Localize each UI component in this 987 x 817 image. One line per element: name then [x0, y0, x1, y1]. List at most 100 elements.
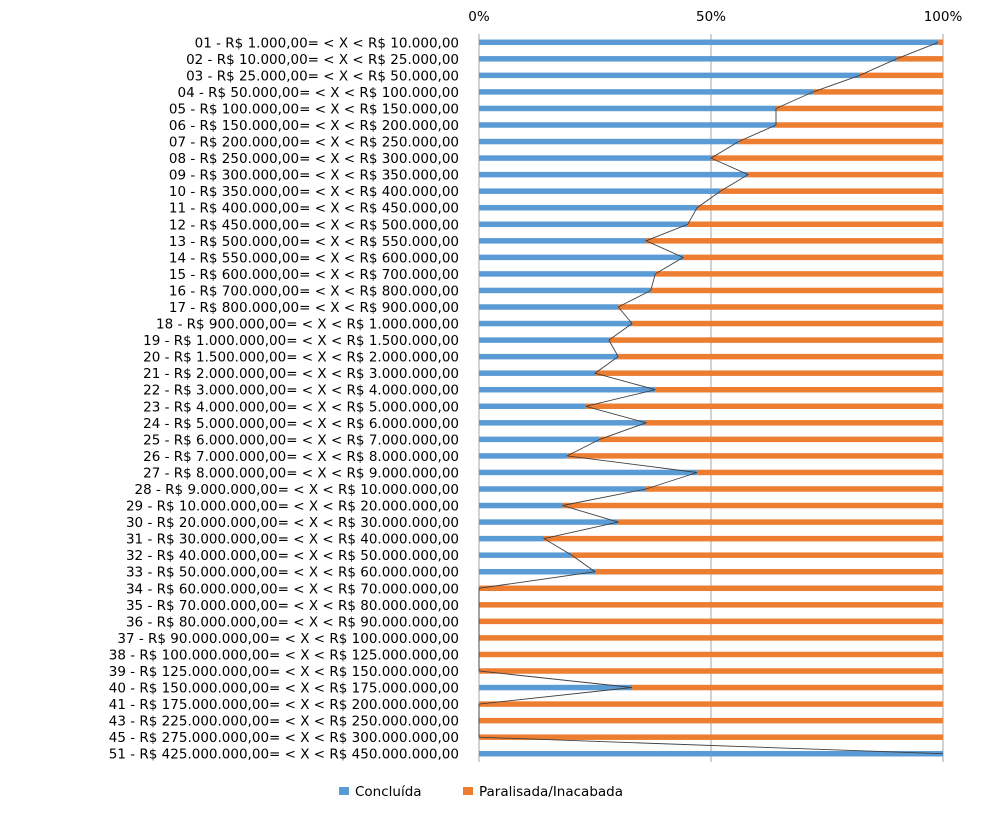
bar-paralisada: [608, 337, 943, 343]
bar-concluida: [479, 370, 595, 376]
category-label: 12 - R$ 450.000,00= < X < R$ 500.000,00: [169, 217, 459, 233]
category-label: 36 - R$ 80.000.000,00= < X < R$ 90.000.0…: [126, 614, 459, 630]
legend-label: Paralisada/Inacabada: [479, 784, 623, 800]
bar-paralisada: [813, 89, 943, 95]
bar-paralisada: [618, 519, 943, 525]
bar-paralisada: [646, 486, 943, 492]
bar-paralisada: [479, 602, 943, 608]
bar-paralisada: [599, 436, 943, 443]
category-label: 07 - R$ 200.000,00= < X < R$ 250.000,00: [169, 135, 459, 151]
x-tick-label: 100%: [924, 9, 963, 25]
category-label: 43 - R$ 225.000.000,00= < X < R$ 250.000…: [109, 714, 459, 730]
bar-paralisada: [938, 39, 943, 46]
bar-paralisada: [562, 502, 943, 509]
category-label: 11 - R$ 400.000,00= < X < R$ 450.000,00: [169, 201, 459, 217]
category-label: 01 - R$ 1.000,00= < X < R$ 10.000,00: [195, 35, 459, 51]
bar-paralisada: [775, 122, 943, 128]
bar-concluida: [479, 287, 651, 294]
category-label: 02 - R$ 10.000,00= < X < R$ 25.000,00: [186, 52, 459, 68]
x-axis-ticks: 0% 50% 100%: [468, 9, 962, 25]
bar-paralisada: [618, 304, 943, 310]
bar-paralisada: [479, 651, 943, 658]
series-lines: [478, 41, 944, 755]
legend-swatch: [339, 787, 349, 795]
category-label: 15 - R$ 600.000,00= < X < R$ 700.000,00: [169, 267, 459, 283]
x-tick-label: 50%: [696, 9, 726, 25]
category-label: 10 - R$ 350.000,00= < X < R$ 400.000,00: [169, 184, 459, 200]
category-label: 32 - R$ 40.000.000,00= < X < R$ 50.000.0…: [126, 548, 459, 564]
bar-concluida: [479, 221, 688, 228]
bar-concluida: [479, 304, 619, 310]
category-label: 20 - R$ 1.500.000,00= < X < R$ 2.000.000…: [143, 350, 459, 366]
category-label: 23 - R$ 4.000.000,00= < X < R$ 5.000.000…: [143, 399, 459, 415]
bar-concluida: [479, 403, 586, 410]
bars: [479, 39, 943, 757]
bar-paralisada: [543, 535, 943, 542]
x-tick-label: 0%: [468, 9, 490, 25]
bar-paralisada: [479, 585, 943, 592]
bar-concluida: [479, 469, 698, 476]
bar-concluida: [479, 502, 563, 509]
category-label: 21 - R$ 2.000.000,00= < X < R$ 3.000.000…: [143, 366, 459, 382]
category-label: 05 - R$ 100.000,00= < X < R$ 150.000,00: [169, 101, 459, 117]
bar-paralisada: [697, 469, 943, 476]
category-label: 06 - R$ 150.000,00= < X < R$ 200.000,00: [169, 118, 459, 134]
bar-concluida: [479, 89, 814, 95]
category-label: 31 - R$ 30.000.000,00= < X < R$ 40.000.0…: [126, 532, 459, 548]
bar-concluida: [479, 684, 633, 691]
bar-concluida: [479, 238, 647, 244]
bar-paralisada: [479, 717, 943, 724]
category-label: 33 - R$ 50.000.000,00= < X < R$ 60.000.0…: [126, 565, 459, 581]
bar-paralisada: [687, 221, 943, 228]
bar-paralisada: [650, 287, 943, 294]
category-label: 37 - R$ 90.000.000,00= < X < R$ 100.000.…: [117, 631, 459, 647]
bar-paralisada: [479, 734, 943, 740]
bar-concluida: [479, 568, 595, 575]
category-label: 27 - R$ 8.000.000,00= < X < R$ 9.000.000…: [143, 465, 459, 481]
category-label: 17 - R$ 800.000,00= < X < R$ 900.000,00: [169, 300, 459, 316]
bar-paralisada: [697, 204, 943, 211]
bar-concluida: [479, 122, 776, 128]
category-label: 41 - R$ 175.000.000,00= < X < R$ 200.000…: [109, 697, 459, 713]
bar-concluida: [479, 750, 943, 757]
category-label: 35 - R$ 70.000.000,00= < X < R$ 80.000.0…: [126, 598, 459, 614]
bar-concluida: [479, 171, 749, 178]
category-label: 16 - R$ 700.000,00= < X < R$ 800.000,00: [169, 283, 459, 299]
bar-paralisada: [595, 370, 943, 376]
bar-paralisada: [748, 171, 943, 178]
category-label: 39 - R$ 125.000.000,00= < X < R$ 150.000…: [109, 664, 459, 680]
bar-concluida: [479, 39, 939, 46]
bar-concluida: [479, 204, 698, 211]
bar-paralisada: [646, 238, 943, 244]
bar-concluida: [479, 337, 609, 343]
bar-concluida: [479, 72, 860, 79]
category-label: 25 - R$ 6.000.000,00= < X < R$ 7.000.000…: [143, 432, 459, 448]
bar-paralisada: [896, 56, 943, 62]
bar-concluida: [479, 320, 633, 327]
bar-paralisada: [595, 568, 943, 575]
bar-paralisada: [479, 701, 943, 707]
bar-paralisada: [618, 353, 943, 360]
bar-paralisada: [585, 403, 943, 410]
category-label: 13 - R$ 500.000,00= < X < R$ 550.000,00: [169, 234, 459, 250]
bar-concluida: [479, 436, 600, 443]
category-label: 40 - R$ 150.000.000,00= < X < R$ 175.000…: [109, 681, 459, 697]
category-label: 30 - R$ 20.000.000,00= < X < R$ 30.000.0…: [126, 515, 459, 531]
legend-swatch: [463, 787, 473, 795]
category-label: 24 - R$ 5.000.000,00= < X < R$ 6.000.000…: [143, 416, 459, 432]
category-label: 09 - R$ 300.000,00= < X < R$ 350.000,00: [169, 168, 459, 184]
bar-paralisada: [738, 138, 943, 145]
bar-concluida: [479, 552, 572, 558]
bar-paralisada: [479, 635, 943, 641]
series-line: [478, 41, 944, 755]
bar-concluida: [479, 105, 776, 112]
bar-paralisada: [720, 188, 943, 194]
category-label: 18 - R$ 900.000,00= < X < R$ 1.000.000,0…: [156, 317, 459, 333]
bar-concluida: [479, 420, 647, 426]
bar-concluida: [479, 56, 897, 62]
category-label: 19 - R$ 1.000.000,00= < X < R$ 1.500.000…: [143, 333, 459, 349]
category-label: 08 - R$ 250.000,00= < X < R$ 300.000,00: [169, 151, 459, 167]
